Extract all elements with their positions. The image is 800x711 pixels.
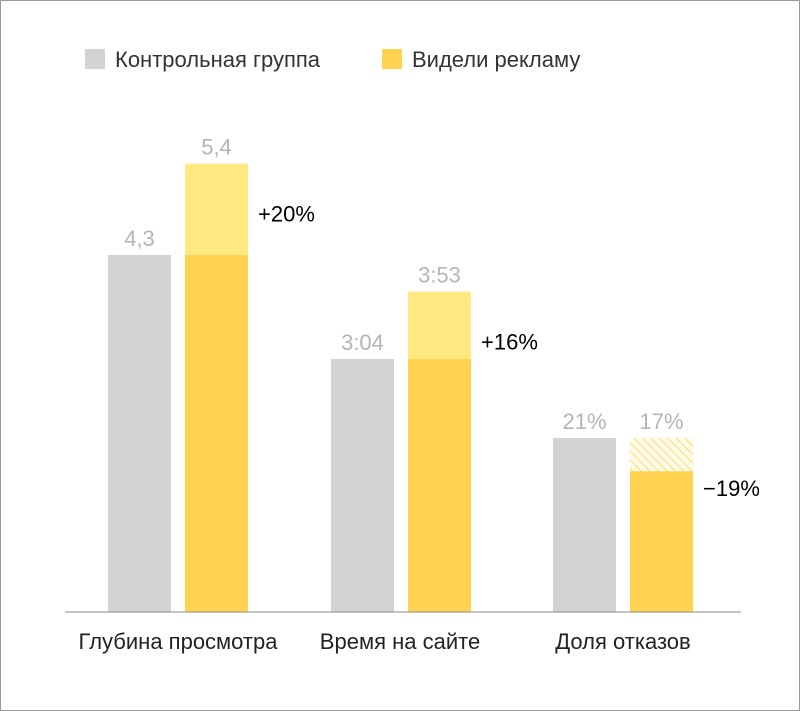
bar-ad-depth — [185, 255, 248, 612]
bar-ad-decrease-bounce — [630, 438, 693, 472]
value-label-ad-time: 3:53 — [418, 263, 461, 288]
delta-label-depth: +20% — [258, 202, 315, 227]
legend-label-ad: Видели рекламу — [412, 47, 580, 72]
bar-control-time — [331, 359, 394, 612]
bars-layer: 4,3 5,4 +20% 3:04 3:53 +16% 21% 17% −19% — [108, 135, 760, 612]
legend-label-control: Контрольная группа — [115, 47, 321, 72]
category-label-depth: Глубина просмотра — [79, 629, 279, 654]
bar-control-bounce — [553, 438, 616, 612]
value-label-control-bounce: 21% — [562, 409, 606, 434]
bar-ad-increase-time — [408, 291, 471, 359]
legend-swatch-control — [85, 49, 105, 69]
bar-control-depth — [108, 255, 171, 612]
bar-ad-time — [408, 359, 471, 612]
delta-label-bounce: −19% — [703, 476, 760, 501]
value-label-control-depth: 4,3 — [124, 226, 155, 251]
value-label-ad-bounce: 17% — [639, 409, 683, 434]
bar-ad-bounce — [630, 471, 693, 612]
category-label-time: Время на сайте — [320, 629, 480, 654]
legend-swatch-ad — [382, 49, 402, 69]
category-label-bounce: Доля отказов — [555, 629, 690, 654]
delta-label-time: +16% — [481, 330, 538, 355]
bar-ad-increase-depth — [185, 163, 248, 255]
value-label-control-time: 3:04 — [341, 330, 384, 355]
value-label-ad-depth: 5,4 — [201, 135, 232, 160]
